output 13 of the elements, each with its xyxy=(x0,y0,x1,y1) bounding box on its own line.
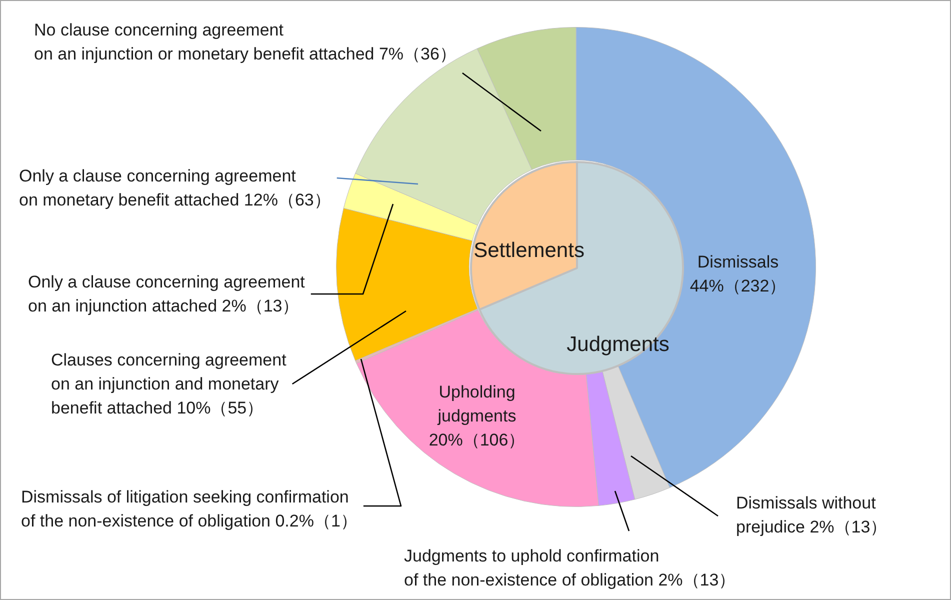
slice-label: Clauses concerning agreement on an injunction and monetary benefit attached 10%（55） xyxy=(51,350,287,418)
data-label: 20%（106） xyxy=(428,430,526,450)
slice-label: Upholding judgments xyxy=(436,382,516,426)
slice-label: Only a clause concerning agreement on monetary benefit attached 12%（63） xyxy=(19,166,331,210)
slice-label: Judgments xyxy=(566,332,670,356)
slice-label: Settlements xyxy=(474,238,584,262)
slice-label: Only a clause concerning agreement on an injunction attached 2%（13） xyxy=(28,272,306,316)
slice-label: No clause concerning agreement on an injunction or monetary benefit attached 7%（36） xyxy=(34,20,456,64)
slice-label: Dismissals without prejudice 2%（13） xyxy=(736,494,888,537)
data-label: 44%（232） xyxy=(690,276,786,296)
slice-label: Judgments to uphold confirmation of the non-existence of obligation 2%（13） xyxy=(404,546,736,590)
slice-label: Dismissals of litigation seeking confirmation of the non-existence of obligation 0.2%（1） xyxy=(21,488,358,531)
slice-label: Dismissals xyxy=(697,252,779,272)
